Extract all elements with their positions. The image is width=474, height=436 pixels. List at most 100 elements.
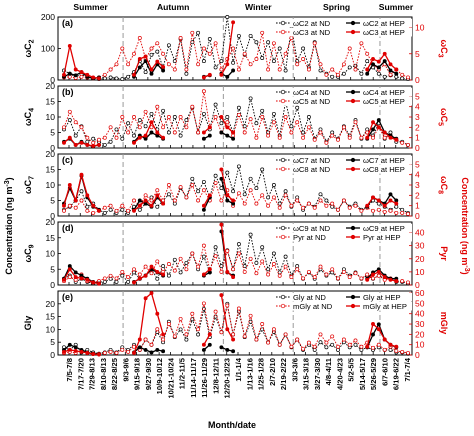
right-tick-label: 30 [415,241,425,251]
data-point [132,267,136,272]
x-tick-label: 4/20-4/23 [335,358,344,390]
data-point [85,277,90,282]
data-point [126,62,131,67]
data-point [143,109,148,114]
data-point [73,198,78,203]
data-point [254,40,259,45]
data-point [201,207,206,212]
left-tick-label: 5 [50,128,55,138]
data-point [91,352,96,356]
data-point [406,350,410,355]
left-axis-label: ωC2 [23,39,36,57]
data-point [149,71,154,76]
data-point [289,344,294,349]
legend-entry: ωC4 at HEP [344,88,412,97]
data-point [336,276,340,281]
data-point [388,198,393,203]
legend-label: ωC2 at ND [293,19,331,28]
data-point [62,203,66,208]
legend-marker [350,166,356,172]
data-point [79,189,84,194]
data-point [102,76,107,81]
data-point [312,137,317,142]
data-point [231,275,236,280]
right-tick-label: 10 [415,340,425,350]
data-point [149,264,154,269]
data-point [166,115,171,119]
data-point [137,337,142,342]
data-point [196,332,201,337]
legend-label: mGly at ND [293,302,333,311]
data-point [260,30,265,35]
data-point [242,264,247,269]
x-tick-label: 5/14-5/17 [358,358,367,390]
data-point [201,89,206,94]
data-point [91,143,96,148]
legend-marker [350,98,356,104]
data-point [85,72,90,77]
data-point [376,207,381,212]
data-point [283,254,288,259]
data-point [283,115,288,119]
data-point [236,164,241,169]
data-point [341,62,346,67]
data-point [172,257,177,262]
legend-marker [350,303,356,309]
legend-bg [274,88,342,97]
x-tick-label: 8/22-8/25 [110,357,119,390]
data-point [166,183,171,187]
data-point [260,259,265,264]
data-point [219,330,224,335]
data-point [382,209,387,214]
series-2 [62,89,410,147]
data-point [336,207,340,212]
data-point [324,72,329,77]
data-point [73,142,78,147]
data-point [149,120,154,125]
legend-bg [274,302,342,311]
data-point [248,232,253,237]
legend-bg [344,88,412,97]
data-point [365,67,370,72]
x-tick-label: 7/29-8/13 [88,358,97,390]
data-point [137,272,142,277]
data-point [301,130,306,135]
data-point [201,179,206,184]
data-point [155,104,160,109]
data-point [295,105,300,110]
data-point [108,203,113,208]
x-tick-label: 7/1-7/4 [403,357,412,381]
data-point [219,72,224,77]
data-point [201,111,206,116]
series-line [63,303,409,355]
right-tick-label: 3 [415,112,420,122]
data-point [114,135,119,140]
data-point [225,193,230,198]
right-tick-label: 10 [415,23,425,33]
data-point [382,275,387,280]
data-point [155,311,160,316]
data-point [201,188,206,193]
data-point [324,340,329,345]
data-point [201,75,206,80]
data-point [394,74,399,79]
data-point [108,207,113,212]
data-point [219,167,224,172]
data-point [108,67,113,72]
data-point [97,142,101,147]
data-point [330,204,335,209]
data-point [353,120,358,125]
data-point [406,75,410,80]
data-point [231,189,236,194]
data-point [347,135,352,140]
legend-marker [280,89,286,95]
data-point [155,347,160,352]
data-point [184,267,189,272]
data-point [371,208,375,213]
data-point [132,140,136,145]
data-point [365,71,370,76]
right-tick-label: 50 [415,298,425,308]
panel-tag: (b) [62,87,74,97]
data-point [196,62,201,67]
data-point [155,193,160,198]
